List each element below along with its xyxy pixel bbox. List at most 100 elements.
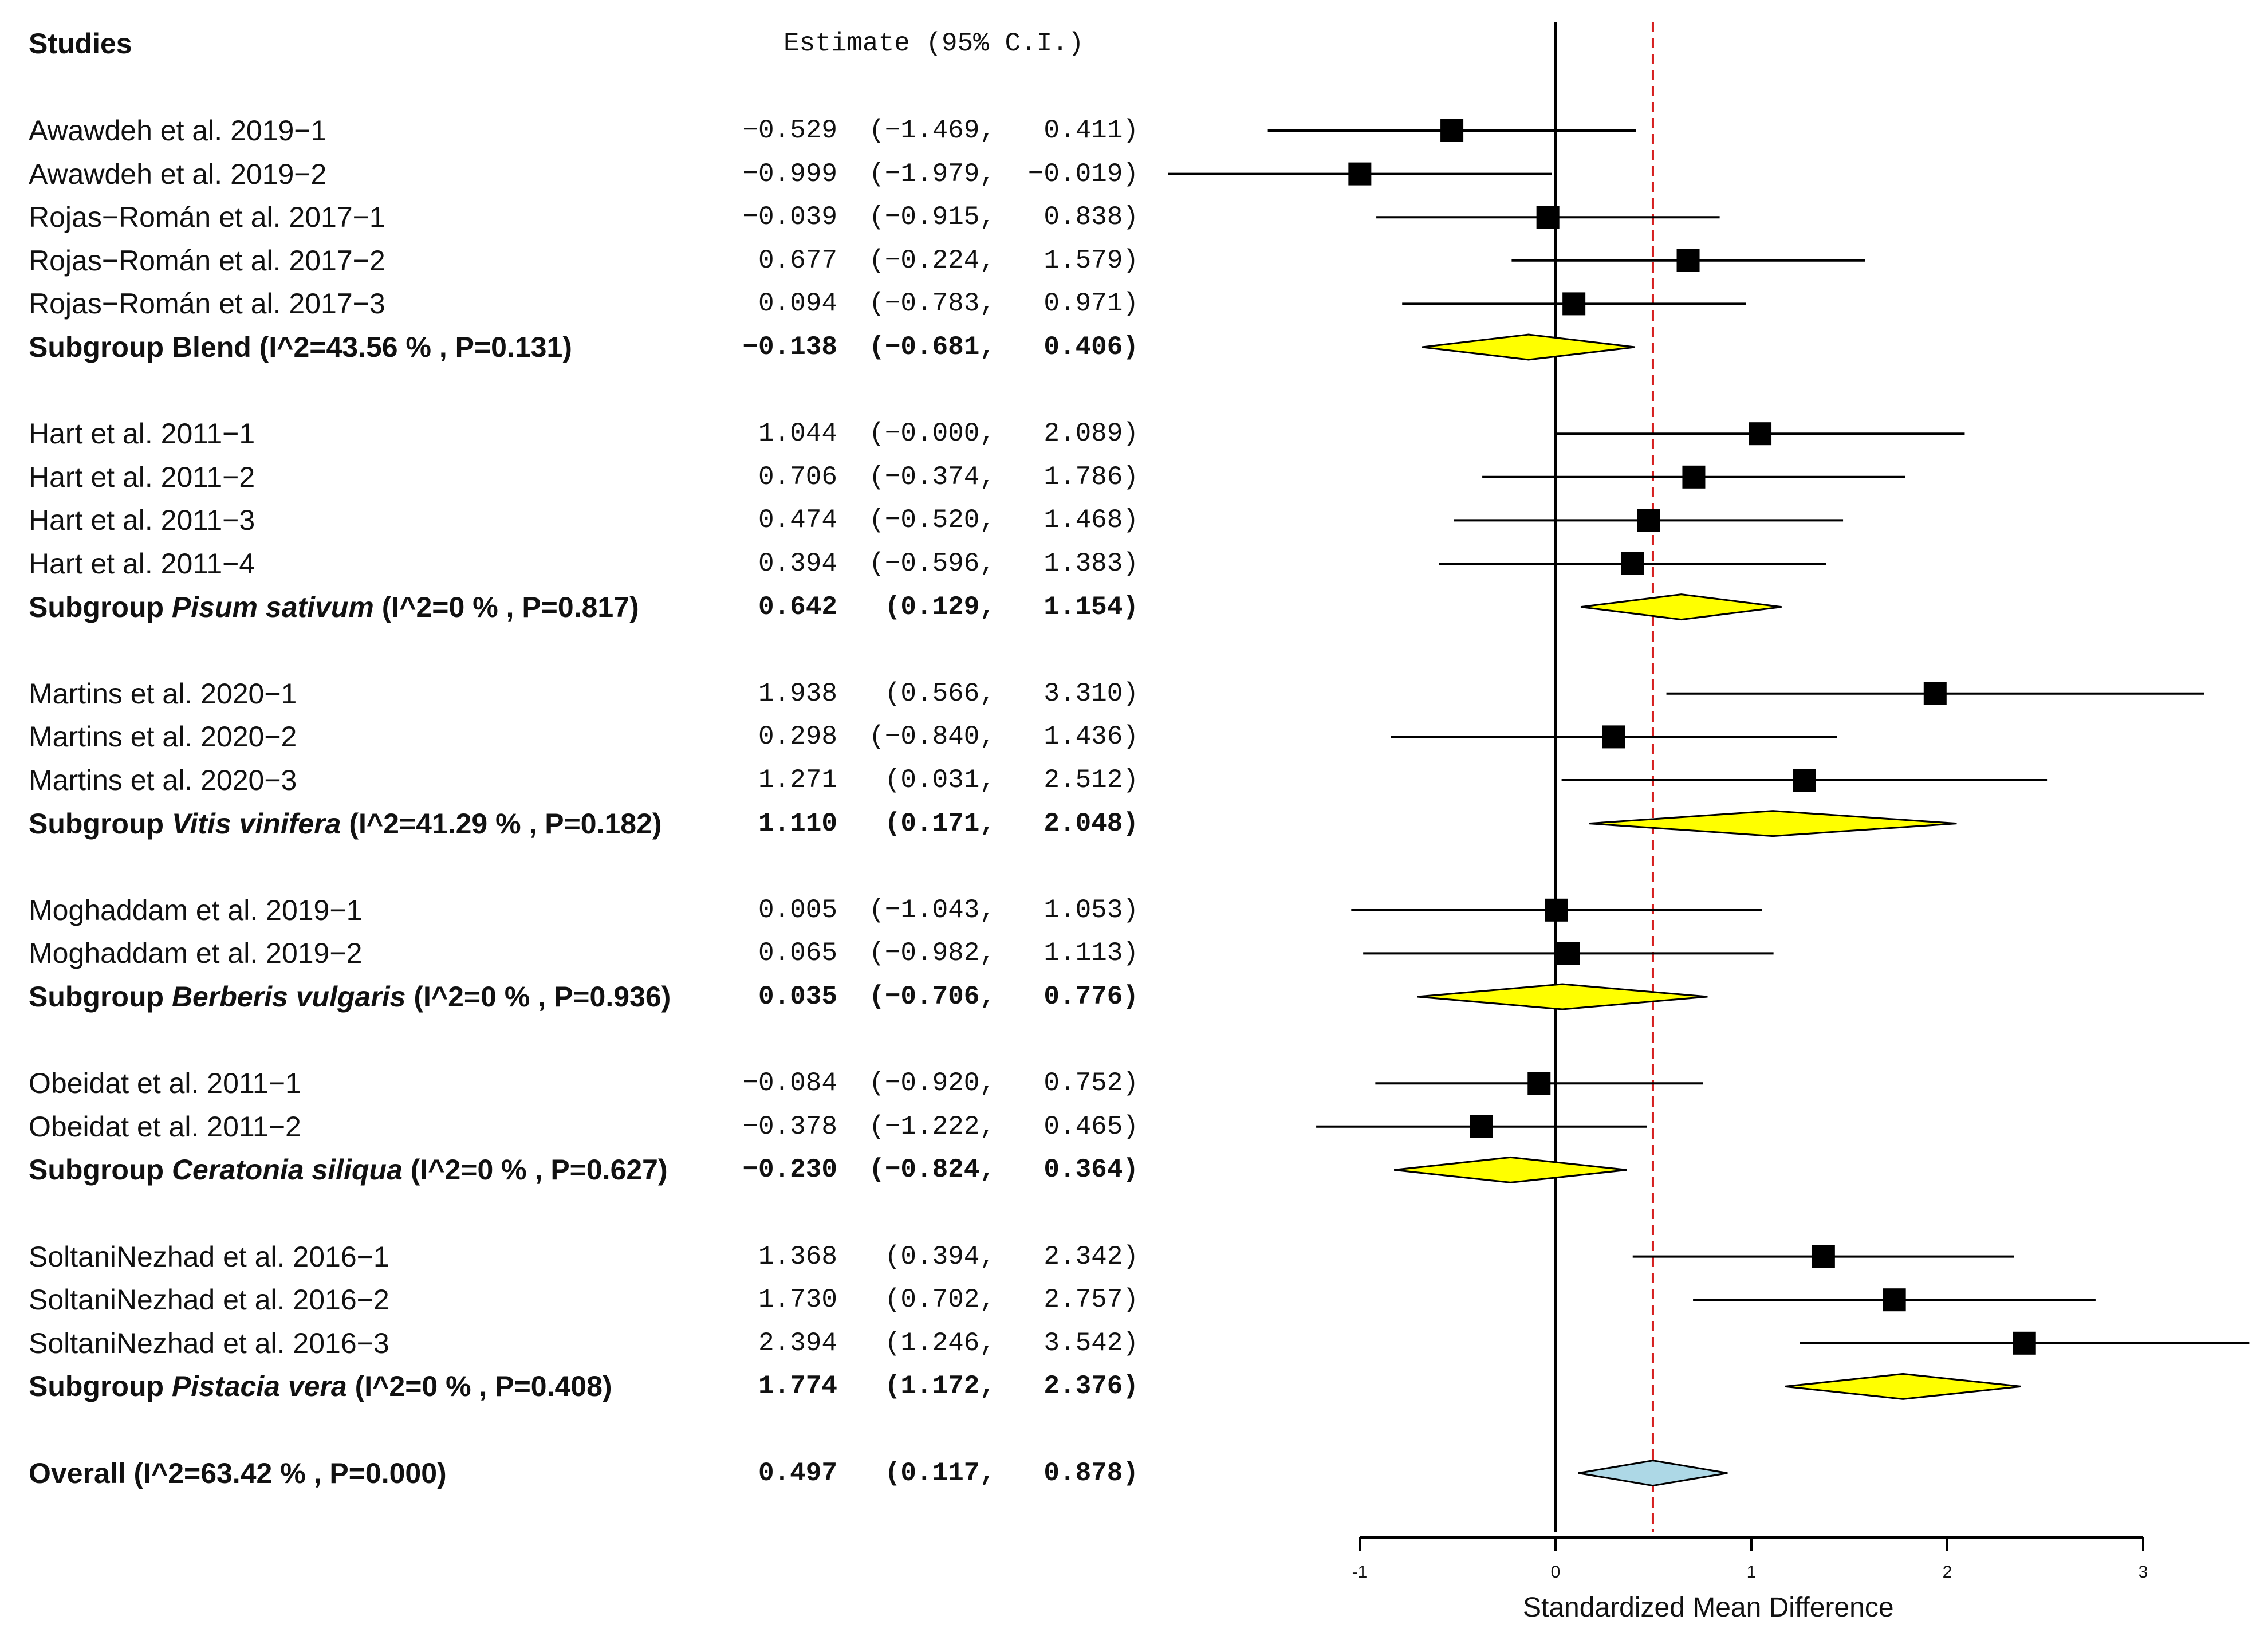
- study-label: Hart et al. 2011−2: [29, 461, 255, 493]
- point-estimate-square: [1883, 1288, 1906, 1312]
- ci-upper-value: 3.542): [1044, 1328, 1139, 1358]
- ci-lower-value: (−0.824,: [869, 1155, 995, 1185]
- estimate-value: 0.298: [758, 722, 837, 752]
- study-label: Martins et al. 2020−1: [29, 677, 297, 710]
- estimate-value: 0.497: [758, 1458, 837, 1488]
- ci-lower-value: (1.172,: [884, 1371, 995, 1402]
- ci-upper-value: 2.089): [1044, 419, 1139, 449]
- ci-upper-value: 0.465): [1044, 1111, 1139, 1142]
- estimate-value: 0.035: [758, 982, 837, 1012]
- point-estimate-square: [1527, 1072, 1551, 1095]
- study-label: Rojas−Román et al. 2017−2: [29, 244, 385, 277]
- estimate-value: 1.368: [758, 1241, 837, 1272]
- label-species: Pisum sativum: [171, 591, 374, 623]
- estimate-value: 0.094: [758, 289, 837, 319]
- study-label: Hart et al. 2011−3: [29, 504, 255, 537]
- estimate-value: 1.110: [758, 808, 837, 839]
- estimate-value: −0.138: [742, 332, 837, 362]
- estimate-value: 2.394: [758, 1328, 837, 1358]
- point-estimate-square: [1923, 682, 1947, 705]
- study-label: SoltaniNezhad et al. 2016−3: [29, 1327, 389, 1359]
- ci-upper-value: 2.757): [1044, 1285, 1139, 1315]
- ci-lower-value: (−0.681,: [869, 332, 995, 362]
- estimate-value: 0.677: [758, 245, 837, 276]
- point-estimate-square: [1621, 552, 1644, 575]
- study-label: Obeidat et al. 2011−2: [29, 1110, 301, 1143]
- ci-lower-value: (0.394,: [884, 1241, 995, 1272]
- ci-lower-value: (−0.224,: [869, 245, 995, 276]
- subgroup-label: Subgroup Vitis vinifera (I^2=41.29 % , P…: [29, 809, 662, 838]
- ci-lower-value: (0.171,: [884, 808, 995, 839]
- ci-upper-value: 2.342): [1044, 1241, 1139, 1272]
- point-estimate-square: [1562, 292, 1586, 316]
- label-prefix: Subgroup: [29, 1154, 172, 1186]
- subgroup-diamond: [1394, 1156, 1627, 1183]
- study-label: Martins et al. 2020−3: [29, 764, 297, 796]
- ci-upper-value: 2.512): [1044, 765, 1139, 795]
- ci-upper-value: 0.971): [1044, 289, 1139, 319]
- estimate-value: −0.230: [742, 1155, 837, 1185]
- estimate-value: 1.271: [758, 765, 837, 795]
- x-tick-label: 3: [2139, 1563, 2148, 1582]
- point-estimate-square: [1637, 509, 1660, 532]
- x-tick-label: 1: [1747, 1563, 1757, 1582]
- ci-upper-value: 0.406): [1044, 332, 1139, 362]
- overall-label: Overall (I^2=63.42 % , P=0.000): [29, 1459, 447, 1488]
- ci-upper-value: −0.019): [1027, 159, 1139, 189]
- estimate-header: Estimate (95% C.I.): [783, 29, 1084, 58]
- estimate-value: −0.999: [742, 159, 837, 189]
- label-species: Pistacia vera: [171, 1370, 347, 1403]
- ci-upper-value: 1.113): [1044, 938, 1139, 969]
- study-label: Awawdeh et al. 2019−1: [29, 115, 327, 147]
- studies-header: Studies: [29, 27, 132, 60]
- label-stats: Blend (I^2=43.56 % , P=0.131): [171, 331, 572, 363]
- ci-lower-value: (−0.374,: [869, 462, 995, 492]
- estimate-value: 0.474: [758, 505, 837, 536]
- ci-upper-value: 3.310): [1044, 678, 1139, 709]
- estimate-value: 0.394: [758, 549, 837, 579]
- label-species: Berberis vulgaris: [171, 981, 406, 1013]
- ci-lower-value: (−0.000,: [869, 419, 995, 449]
- subgroup-diamond: [1422, 333, 1636, 361]
- ci-upper-value: 2.376): [1044, 1371, 1139, 1402]
- ci-upper-value: 2.048): [1044, 808, 1139, 839]
- ci-lower-value: (0.566,: [884, 678, 995, 709]
- x-tick-label: 0: [1551, 1563, 1561, 1582]
- label-prefix: Subgroup: [29, 591, 172, 623]
- subgroup-label: Subgroup Blend (I^2=43.56 % , P=0.131): [29, 333, 572, 361]
- study-label: Rojas−Román et al. 2017−1: [29, 201, 385, 234]
- estimate-value: 1.730: [758, 1285, 837, 1315]
- label-species: Ceratonia siliqua: [171, 1154, 403, 1186]
- estimate-value: 1.044: [758, 419, 837, 449]
- point-estimate-square: [1676, 249, 1700, 272]
- estimate-value: 1.938: [758, 678, 837, 709]
- ci-lower-value: (−0.920,: [869, 1068, 995, 1099]
- label-stats: (I^2=0 % , P=0.936): [405, 981, 671, 1013]
- study-label: Hart et al. 2011−1: [29, 418, 255, 450]
- ci-lower-value: (−0.982,: [869, 938, 995, 969]
- point-estimate-square: [1440, 119, 1464, 142]
- estimate-value: −0.378: [742, 1111, 837, 1142]
- ci-upper-value: 0.878): [1044, 1458, 1139, 1488]
- x-axis-label: Standardized Mean Difference: [1523, 1592, 1894, 1623]
- label-species: Vitis vinifera: [171, 807, 341, 840]
- ci-upper-value: 0.411): [1044, 116, 1139, 145]
- ci-upper-value: 1.786): [1044, 462, 1139, 492]
- x-tick-label: 2: [1943, 1563, 1952, 1582]
- study-label: Martins et al. 2020−2: [29, 721, 297, 753]
- subgroup-diamond: [1580, 593, 1782, 621]
- subgroup-label: Subgroup Pisum sativum (I^2=0 % , P=0.81…: [29, 593, 639, 622]
- label-stats: (I^2=0 % , P=0.408): [346, 1370, 612, 1403]
- study-label: Hart et al. 2011−4: [29, 548, 255, 580]
- label-stats: (I^2=0 % , P=0.817): [373, 591, 639, 623]
- estimate-value: 0.005: [758, 895, 837, 925]
- study-label: Rojas−Román et al. 2017−3: [29, 288, 385, 320]
- ci-lower-value: (−0.915,: [869, 202, 995, 233]
- ci-lower-value: (−0.520,: [869, 505, 995, 536]
- label-prefix: Subgroup: [29, 981, 172, 1013]
- subgroup-label: Subgroup Berberis vulgaris (I^2=0 % , P=…: [29, 982, 671, 1011]
- ci-lower-value: (0.129,: [884, 592, 995, 622]
- estimate-value: 0.642: [758, 592, 837, 622]
- estimate-value: −0.084: [742, 1068, 837, 1099]
